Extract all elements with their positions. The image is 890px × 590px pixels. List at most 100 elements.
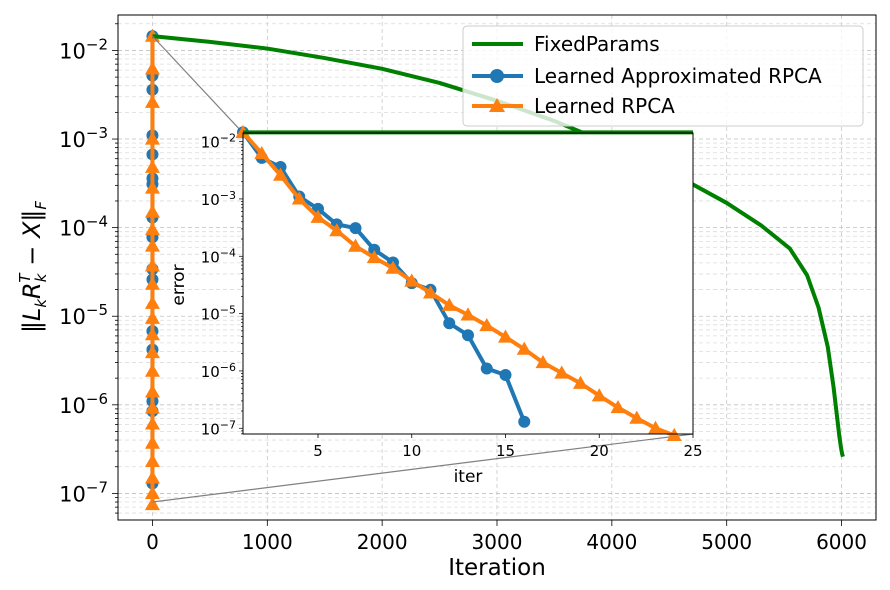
inset-y-tick-base: 10 [201, 420, 220, 438]
main-point-learned-rpca [144, 258, 160, 272]
inset-y-tick-label: 10−7 [201, 418, 236, 438]
ylabel-superscript-T: T [16, 272, 34, 283]
inset-y-tick-exponent: −7 [220, 418, 236, 431]
inset-point-learned-rpca [404, 273, 420, 287]
inset-point-learned-rpca [535, 355, 551, 369]
main-point-learned-rpca [144, 61, 160, 75]
inset-x-tick-label: 15 [496, 442, 515, 460]
inset-point-learned-rpca [516, 341, 532, 355]
main-point-learned-rpca [144, 453, 160, 467]
main-point-learned-rpca [144, 496, 160, 511]
inset-point-learned-rpca [610, 400, 626, 414]
inset-y-tick-exponent: −4 [220, 246, 236, 259]
inset-point-approx-rpca [443, 317, 456, 330]
inset-y-tick-base: 10 [201, 248, 220, 266]
main-point-learned-rpca [144, 276, 160, 290]
main-point-learned-rpca [144, 94, 160, 108]
inset-x-axis-label: iter [454, 467, 483, 487]
inset-x-tick-label: 25 [683, 442, 702, 460]
inset-point-learned-rpca [366, 250, 382, 264]
inset-y-tick-label: 10−2 [201, 132, 236, 152]
ylabel-subscript-k: k [32, 298, 50, 308]
inset-axes-frame [242, 132, 694, 435]
inset-axes: 5 10 15 20 2510−210−310−410−510−610−7itererr… [169, 124, 703, 487]
inset-y-tick-label: 10−6 [201, 361, 236, 381]
inset-y-axis-label: error [169, 264, 189, 305]
main-point-learned-rpca [144, 384, 160, 398]
inset-y-tick-label: 10−5 [201, 304, 236, 324]
inset-point-learned-rpca [479, 318, 495, 332]
main-x-tick-label: 1000 [242, 530, 293, 554]
main-point-learned-rpca [144, 238, 160, 252]
inset-point-learned-rpca [554, 365, 570, 379]
main-y-tick-base: 10 [59, 394, 86, 418]
ylabel-minus-X: − X‖ [18, 210, 46, 274]
inset-point-learned-rpca [291, 191, 307, 205]
inset-point-learned-rpca [460, 307, 476, 321]
inset-point-approx-rpca [480, 362, 493, 375]
inset-point-approx-rpca [499, 368, 512, 381]
main-point-learned-rpca [144, 435, 160, 449]
main-y-tick-base: 10 [59, 128, 86, 152]
main-point-learned-rpca [144, 416, 160, 430]
inset-point-learned-rpca [498, 329, 513, 343]
main-point-learned-rpca [144, 327, 160, 341]
inset-point-approx-rpca [518, 415, 531, 428]
main-y-tick-label: 10−7 [59, 478, 108, 506]
main-point-learned-rpca [144, 363, 160, 377]
main-y-tick-exponent: −2 [86, 35, 108, 53]
inset-point-learned-rpca [385, 260, 401, 274]
ylabel-subscript-k2: k [32, 272, 50, 282]
inset-point-learned-rpca [254, 146, 270, 160]
inset-y-tick-base: 10 [201, 191, 220, 209]
main-y-tick-base: 10 [59, 217, 86, 241]
inset-connector-line [152, 35, 244, 134]
main-x-tick-label: 2000 [357, 530, 408, 554]
inset-point-learned-rpca [629, 410, 645, 424]
inset-series-line-learned-approximated-rpca [241, 131, 527, 423]
inset-point-learned-rpca [441, 297, 457, 311]
main-point-learned-rpca [144, 470, 160, 484]
inset-x-tick-label: 20 [590, 442, 609, 460]
main-x-tick-label: 0 [146, 530, 159, 554]
inset-y-tick-label: 10−3 [201, 189, 236, 209]
inset-point-learned-rpca [310, 209, 326, 223]
inset-point-learned-rpca [648, 420, 663, 434]
inset-series [235, 124, 693, 442]
main-point-learned-rpca [144, 344, 160, 359]
inset-y-tick-exponent: −6 [220, 361, 236, 374]
ylabel-subscript-F: F [32, 201, 50, 210]
inset-y-tick-exponent: −2 [220, 132, 236, 145]
main-point-learned-rpca [144, 204, 160, 218]
main-x-tick-label: 4000 [586, 530, 637, 554]
main-y-tick-label: 10−2 [59, 35, 108, 63]
inset-point-learned-rpca [591, 388, 607, 402]
main-y-tick-label: 10−3 [59, 124, 108, 152]
main-y-tick-label: 10−4 [59, 213, 108, 241]
main-y-tick-exponent: −6 [86, 390, 108, 408]
inset-point-learned-rpca [329, 223, 345, 237]
main-x-tick-label: 5000 [701, 530, 752, 554]
legend-label: Learned RPCA [534, 94, 675, 118]
main-series-line-fixedparams [152, 34, 845, 458]
main-point-learned-rpca [144, 295, 160, 309]
legend-marker-circle [490, 69, 504, 83]
ylabel-R: R [18, 282, 46, 299]
main-point-learned-rpca [144, 222, 160, 236]
inset-y-tick-label: 10−4 [201, 246, 236, 266]
main-x-tick-label: 6000 [816, 530, 867, 554]
inset-connector-line [152, 433, 694, 503]
inset-y-tick-exponent: −5 [220, 304, 236, 317]
main-point-learned-rpca [144, 310, 160, 324]
inset-point-learned-rpca [273, 167, 288, 181]
main-y-tick-base: 10 [59, 39, 86, 63]
legend-label: FixedParams [534, 32, 660, 56]
main-point-learned-rpca [144, 400, 160, 414]
inset-y-tick-exponent: −3 [220, 189, 236, 202]
main-y-tick-exponent: −5 [86, 301, 108, 319]
main-y-tick-exponent: −3 [86, 124, 108, 142]
inset-point-learned-rpca [348, 238, 363, 252]
inset-x-tick-label: 10 [402, 442, 421, 460]
inset-point-approx-rpca [368, 243, 381, 256]
